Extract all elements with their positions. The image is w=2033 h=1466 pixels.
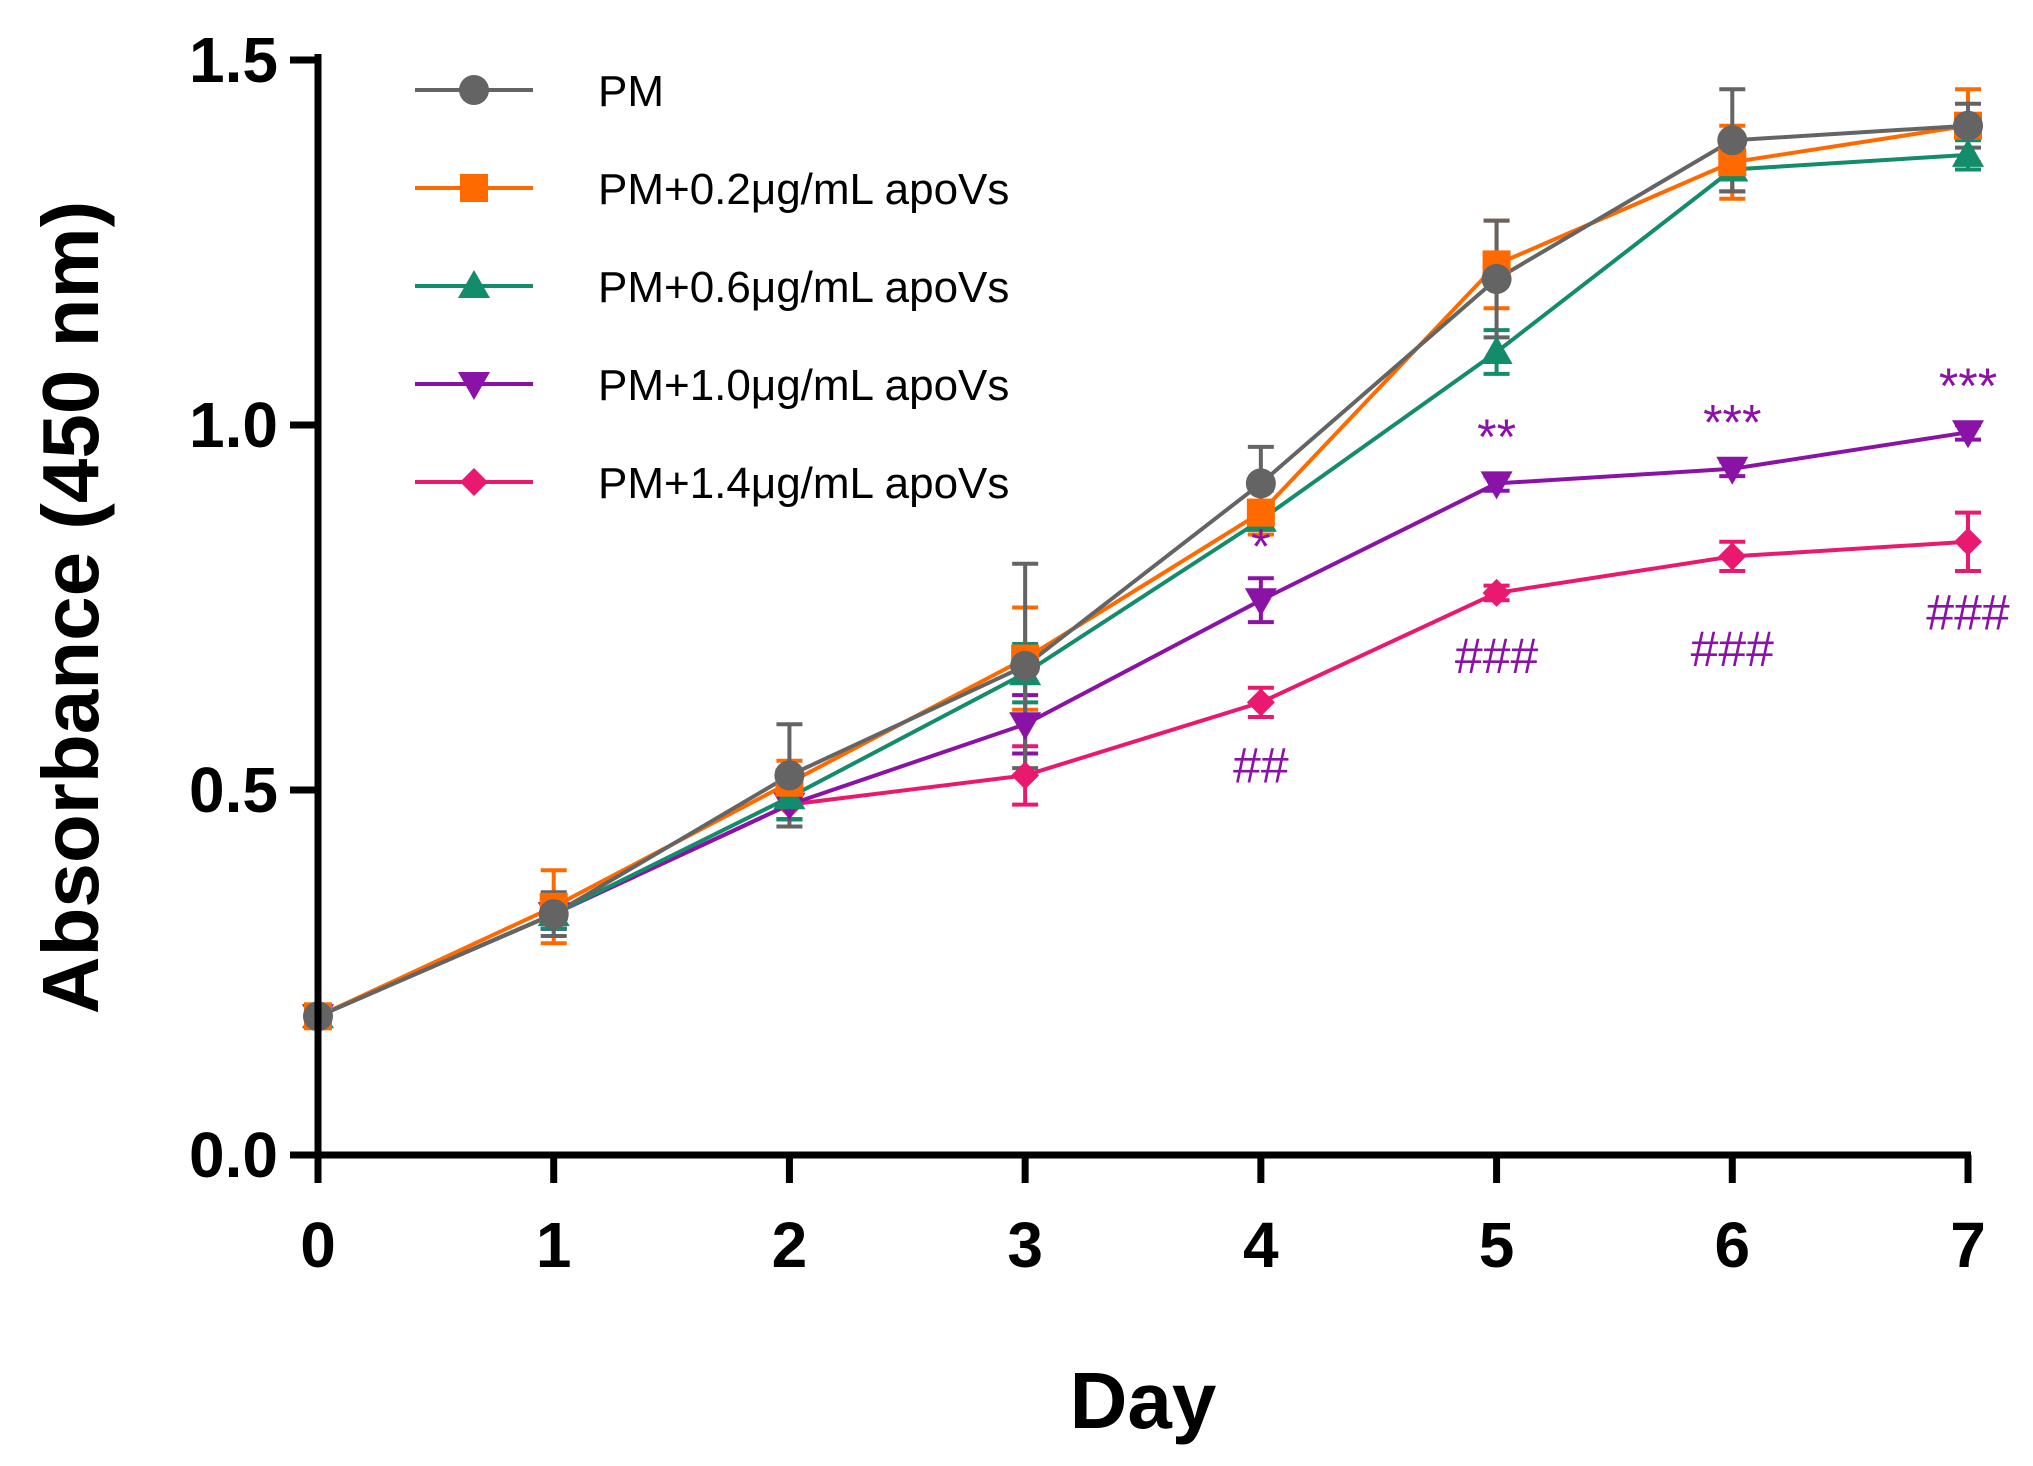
significance-annotation: ## bbox=[1233, 738, 1289, 794]
x-tick-label: 6 bbox=[1714, 1209, 1750, 1281]
x-tick-label: 7 bbox=[1950, 1209, 1986, 1281]
series-1-point bbox=[1717, 125, 1748, 156]
x-tick-label: 0 bbox=[300, 1209, 336, 1281]
legend-item-4-marker bbox=[458, 372, 490, 400]
x-tick-label: 4 bbox=[1243, 1209, 1279, 1281]
series-1-point bbox=[1245, 468, 1276, 499]
series-4-point bbox=[1009, 712, 1042, 741]
x-tick-label: 1 bbox=[536, 1209, 572, 1281]
series-1-line bbox=[317, 123, 1969, 1019]
y-tick-label: 0.5 bbox=[189, 754, 278, 826]
series-5-point bbox=[1011, 761, 1040, 790]
series-1-point bbox=[774, 760, 805, 791]
x-tick-label: 5 bbox=[1479, 1209, 1515, 1281]
legend-item-3-label: PM+0.6μg/mL apoVs bbox=[598, 263, 1009, 312]
significance-annotation: ### bbox=[1926, 584, 2010, 640]
series-4-point bbox=[1952, 420, 1984, 449]
legend-item-1-label: PM bbox=[598, 67, 664, 116]
significance-annotation: ** bbox=[1477, 409, 1516, 465]
series-2-line bbox=[317, 123, 1969, 1019]
series-3-point bbox=[1480, 336, 1513, 364]
y-axis-title: Absorbance (450 nm) bbox=[26, 201, 115, 1015]
significance-annotation: ### bbox=[1455, 628, 1539, 684]
legend-item-2-marker bbox=[460, 174, 488, 202]
y-tick-label: 1.0 bbox=[189, 389, 278, 461]
tick-labels: 0.0 0.5 1.0 1.5 0 1 2 3 4 5 6 7 bbox=[189, 24, 1986, 1281]
significance-annotation: *** bbox=[1939, 358, 1997, 414]
y-tick-label: 1.5 bbox=[189, 24, 278, 96]
legend-item-1-marker bbox=[459, 75, 489, 105]
annotations: *** ******##### ###### bbox=[1233, 358, 2010, 794]
legend-item-5-label: PM+1.4μg/mL apoVs bbox=[598, 459, 1009, 508]
legend-item-5-marker bbox=[460, 468, 488, 496]
legend-item-2-label: PM+0.2μg/mL apoVs bbox=[598, 165, 1009, 214]
series-4-point bbox=[1480, 471, 1513, 500]
y-tick-label: 0.0 bbox=[189, 1119, 278, 1191]
series-5-point bbox=[1246, 688, 1275, 717]
series-5-point bbox=[1482, 578, 1511, 607]
series-3-point bbox=[1952, 138, 1984, 167]
series-4-point bbox=[1244, 588, 1277, 617]
axes bbox=[290, 54, 1972, 1183]
series-1-point bbox=[1953, 110, 1983, 141]
series-lines bbox=[317, 123, 1969, 1019]
series-1-point bbox=[1010, 650, 1041, 681]
series-2-point bbox=[1246, 498, 1275, 527]
significance-annotation: *** bbox=[1703, 395, 1761, 451]
series-3-line bbox=[317, 152, 1969, 1019]
significance-annotation: * bbox=[1251, 519, 1270, 575]
legend-item-3-marker bbox=[458, 270, 490, 298]
x-axis-title: Day bbox=[1070, 1356, 1217, 1445]
legend-item-4-label: PM+1.0μg/mL apoVs bbox=[598, 361, 1009, 410]
series-1-point bbox=[1481, 264, 1512, 294]
series-4-point bbox=[1716, 456, 1749, 485]
x-tick-label: 2 bbox=[772, 1209, 808, 1281]
series-1-point bbox=[538, 899, 569, 930]
significance-annotation: ### bbox=[1691, 621, 1775, 677]
series-5-point bbox=[1954, 527, 1982, 556]
x-tick-label: 3 bbox=[1007, 1209, 1043, 1281]
series-markers bbox=[302, 110, 1984, 1033]
series-5-point bbox=[1718, 542, 1747, 571]
legend: PM PM+0.2μg/mL apoVs PM+0.6μg/mL apoVs PM+1… bbox=[415, 67, 1009, 508]
